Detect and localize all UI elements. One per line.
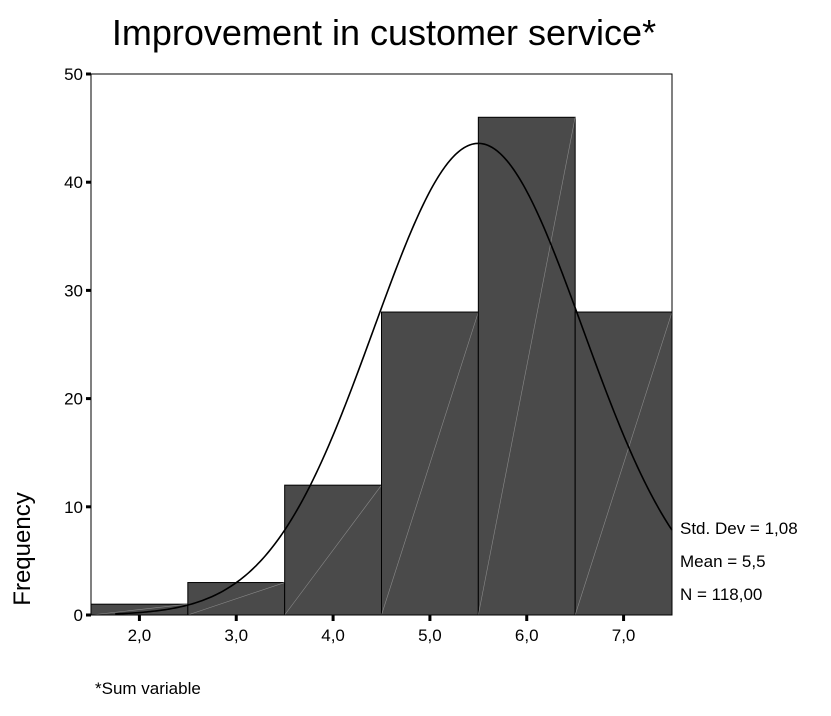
plot-frame (90, 73, 673, 616)
y-tick-label: 10 (64, 498, 83, 517)
y-tick-label: 40 (64, 173, 83, 192)
bars-group (90, 116, 673, 616)
bar-hatch-line (381, 311, 479, 616)
x-tick-label: 4,0 (321, 626, 345, 645)
y-tick-label: 30 (64, 281, 83, 300)
mean-label: Mean = 5,5 (680, 552, 766, 571)
normal-curve (115, 142, 673, 615)
n-label: N = 118,00 (680, 585, 762, 604)
footnote: *Sum variable (95, 679, 201, 698)
x-tick-label: 3,0 (224, 626, 248, 645)
x-tick-label: 2,0 (128, 626, 152, 645)
bar-hatch-line (574, 311, 673, 616)
y-tick-label: 50 (64, 65, 83, 84)
bar-hatch-line (284, 484, 382, 616)
normal-curve-group (115, 142, 673, 615)
chart-title: Improvement in customer service* (112, 12, 656, 53)
y-tick-label: 20 (64, 390, 83, 409)
std-dev-label: Std. Dev = 1,08 (680, 519, 798, 538)
y-axis-label: Frequency (9, 492, 36, 605)
bar-hatch-line (90, 603, 188, 616)
x-tick-label: 5,0 (418, 626, 442, 645)
x-tick-label: 7,0 (612, 626, 636, 645)
bar-hatch-line (478, 117, 576, 616)
y-axis: 0 10 20 30 40 50 (64, 65, 91, 625)
bar-hatch-line (187, 582, 285, 616)
y-tick-label: 0 (74, 606, 83, 625)
x-axis: 2,0 3,0 4,0 5,0 6,0 7,0 (128, 615, 636, 645)
x-tick-label: 6,0 (515, 626, 539, 645)
